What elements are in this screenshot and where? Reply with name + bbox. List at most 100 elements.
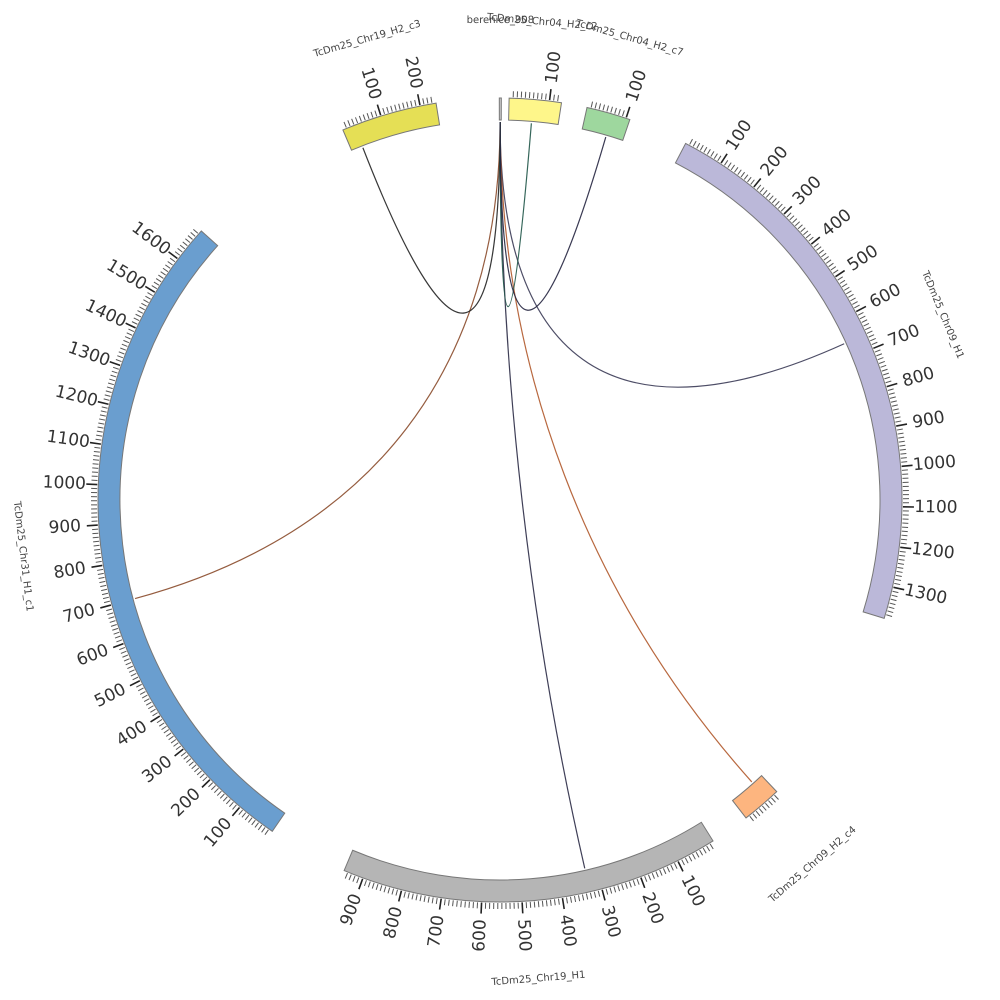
minor-tick: [356, 877, 360, 884]
minor-tick: [347, 120, 351, 127]
major-tick: [783, 205, 793, 215]
minor-tick: [854, 304, 860, 309]
tick-label: 200: [637, 890, 667, 927]
major-tick: [86, 524, 98, 527]
tick-label: 300: [597, 904, 625, 940]
minor-tick: [755, 810, 761, 817]
link-bere-chr09c4: [499, 121, 753, 783]
minor-tick: [622, 110, 625, 117]
minor-tick: [414, 99, 417, 106]
minor-tick: [892, 590, 899, 594]
minor-tick: [261, 827, 266, 833]
major-tick: [144, 285, 156, 293]
minor-tick: [158, 274, 164, 279]
tick-label: 1000: [42, 472, 86, 494]
minor-tick: [549, 899, 552, 906]
minor-tick: [602, 104, 606, 111]
minor-tick: [655, 871, 659, 878]
major-tick: [91, 564, 103, 568]
minor-tick: [893, 412, 900, 415]
minor-tick: [101, 406, 108, 409]
minor-tick: [99, 580, 106, 584]
minor-tick: [717, 155, 722, 162]
minor-tick: [168, 735, 174, 741]
minor-tick: [706, 845, 711, 852]
minor-tick: [762, 189, 768, 196]
minor-tick: [402, 102, 405, 109]
minor-tick: [156, 719, 163, 724]
minor-tick: [747, 176, 752, 183]
minor-tick: [590, 101, 594, 108]
minor-tick: [96, 430, 103, 433]
minor-tick: [765, 802, 770, 809]
minor-tick: [170, 739, 177, 744]
minor-tick: [125, 661, 132, 666]
segment-chr04c2: [508, 97, 563, 126]
tick-label: 700: [885, 321, 923, 352]
minor-tick: [190, 232, 196, 237]
minor-tick: [541, 93, 543, 100]
minor-tick: [674, 863, 678, 869]
minor-tick: [141, 694, 148, 699]
minor-tick: [749, 815, 754, 822]
minor-tick: [758, 808, 764, 814]
minor-tick: [248, 817, 253, 823]
minor-tick: [771, 797, 776, 803]
link-bere-chr31: [134, 121, 501, 600]
minor-tick: [874, 349, 881, 353]
minor-tick: [374, 110, 378, 117]
minor-tick: [884, 376, 891, 380]
minor-tick: [692, 853, 696, 860]
labels-layer: 1002003004005006007008009001000110012001…: [11, 12, 966, 988]
minor-tick: [141, 302, 147, 307]
segment-label-chr09c4: TcDm25_Chr09_H2_c4: [766, 824, 858, 905]
minor-tick: [127, 665, 134, 670]
minor-tick: [537, 92, 539, 99]
minor-tick: [618, 108, 621, 115]
major-tick: [896, 423, 908, 427]
minor-tick: [371, 882, 375, 889]
minor-tick: [264, 829, 269, 836]
tick-label: 1600: [128, 218, 175, 260]
tick-label: 700: [61, 600, 98, 628]
minor-tick: [533, 901, 536, 908]
minor-tick: [681, 859, 685, 866]
minor-tick: [96, 434, 103, 437]
minor-tick: [130, 673, 137, 677]
major-tick: [89, 441, 102, 445]
minor-tick: [768, 195, 774, 201]
minor-tick: [899, 554, 906, 557]
minor-tick: [120, 347, 127, 351]
tick-label: 200: [400, 55, 426, 91]
major-tick: [810, 236, 821, 245]
minor-tick: [395, 889, 398, 896]
major-tick: [835, 269, 846, 278]
segment-chr31: [97, 230, 286, 832]
minor-tick: [699, 849, 704, 856]
minor-tick: [114, 635, 121, 639]
major-tick: [201, 779, 211, 788]
minor-tick: [828, 262, 834, 268]
minor-tick: [167, 261, 173, 266]
minor-tick: [355, 117, 359, 124]
minor-tick: [573, 895, 577, 903]
minor-tick: [407, 892, 410, 899]
minor-tick: [137, 687, 144, 692]
minor-tick: [689, 138, 693, 145]
minor-tick: [108, 616, 115, 619]
minor-tick: [898, 436, 905, 439]
tick-label: 300: [138, 752, 176, 788]
minor-tick: [97, 568, 104, 571]
minor-tick: [737, 169, 742, 175]
minor-tick: [92, 459, 100, 461]
tick-label: 100: [677, 872, 709, 910]
tick-label: 400: [818, 205, 856, 241]
minor-tick: [244, 814, 250, 821]
minor-tick: [202, 776, 208, 782]
minor-tick: [632, 880, 636, 887]
tick-label: 100: [622, 67, 651, 104]
minor-tick: [126, 332, 133, 336]
minor-tick: [254, 822, 259, 828]
minor-tick: [102, 596, 110, 600]
minor-tick: [894, 582, 901, 586]
